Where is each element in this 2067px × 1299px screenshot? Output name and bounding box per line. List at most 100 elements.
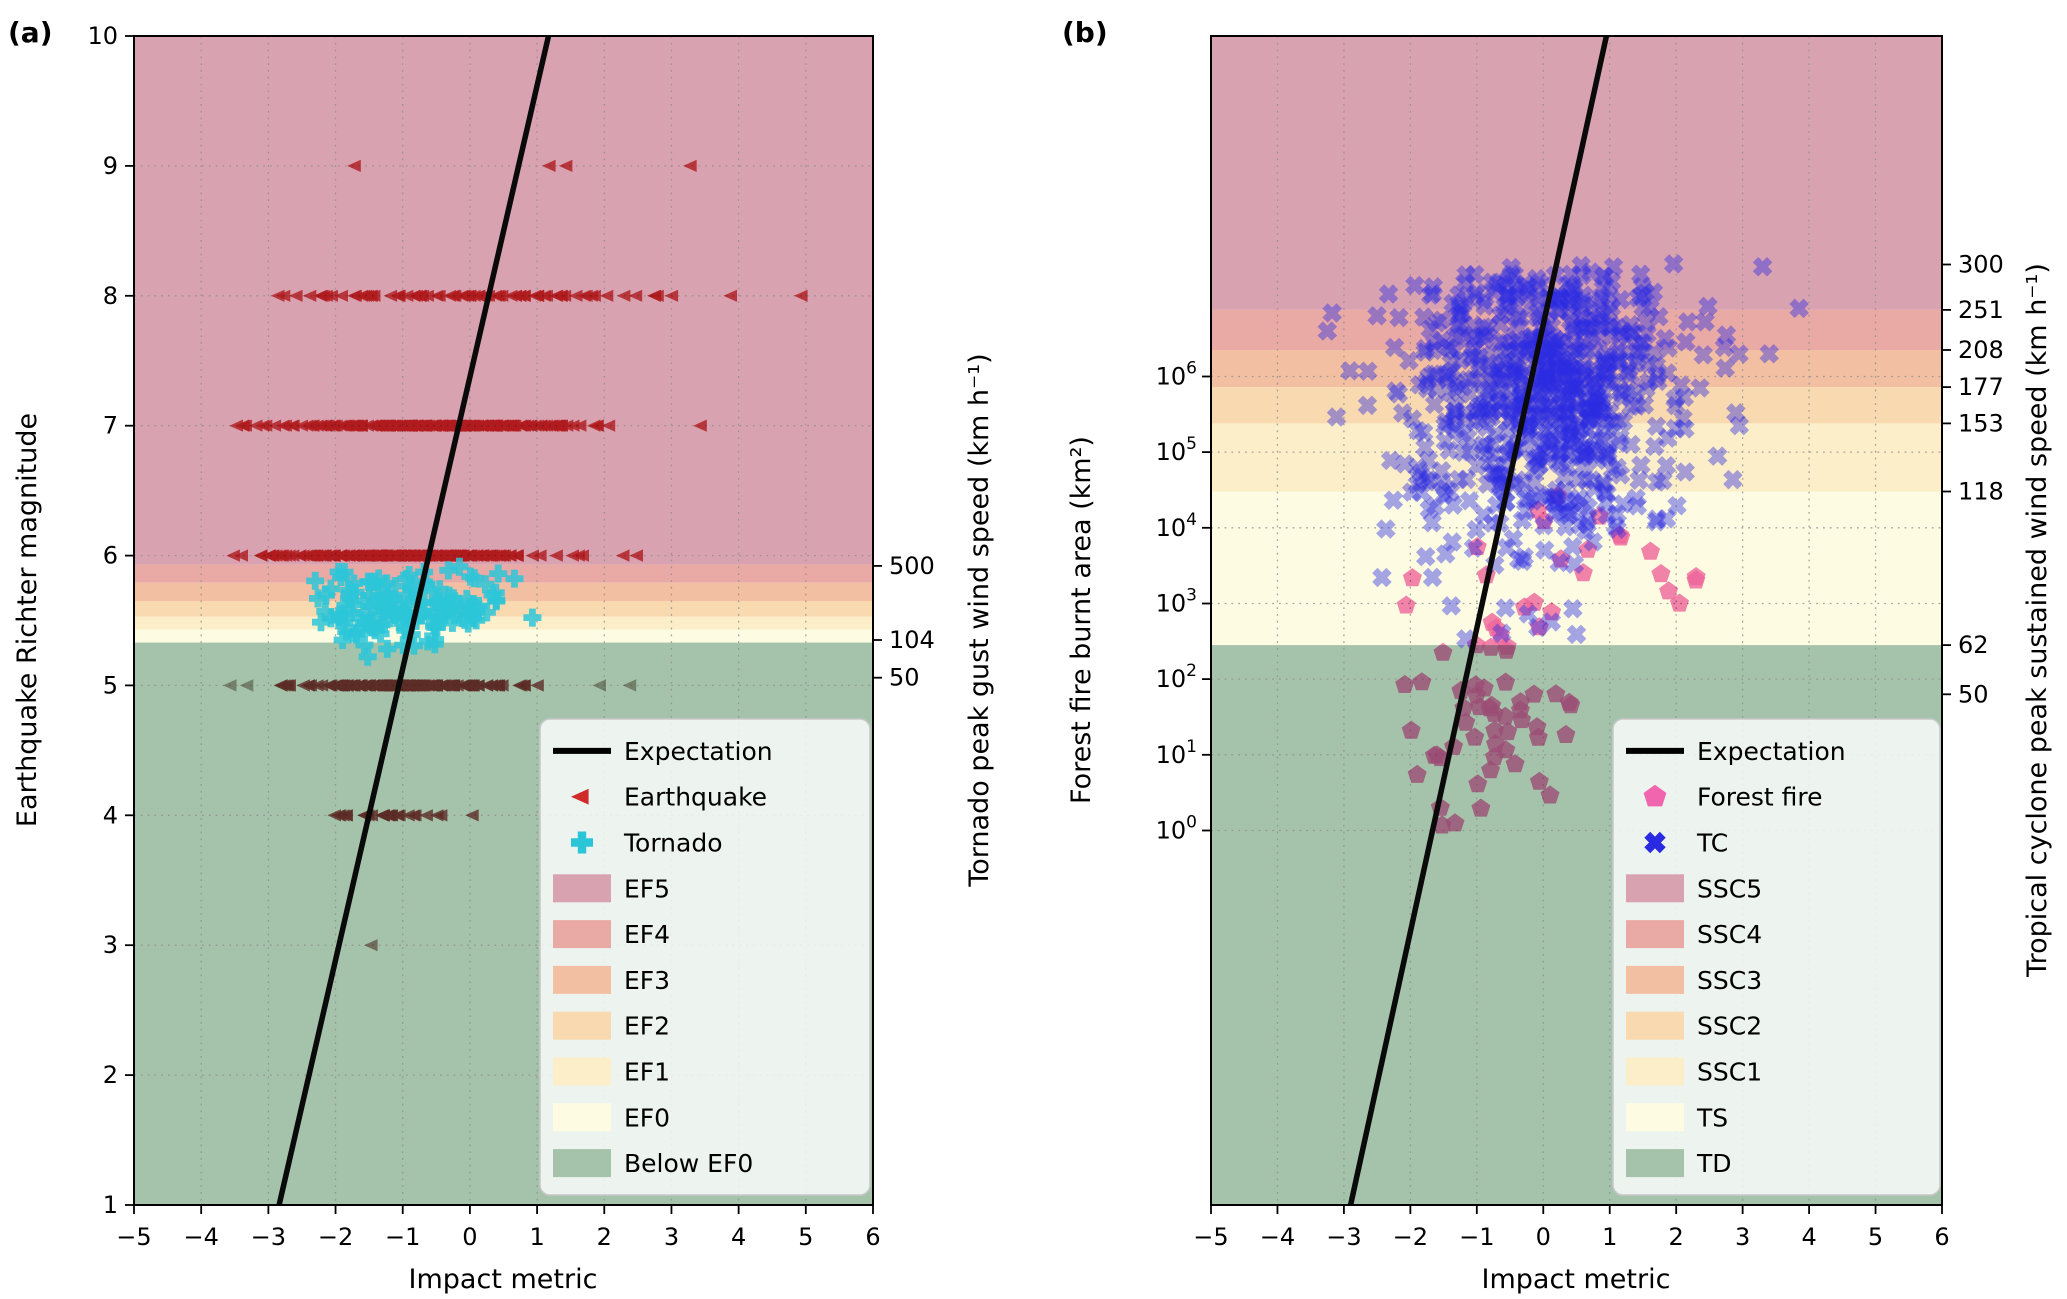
earthquake-point bbox=[276, 289, 291, 302]
x-tick-label: 3 bbox=[664, 1223, 679, 1251]
tc-point bbox=[1610, 351, 1630, 372]
earthquake-point bbox=[794, 289, 808, 302]
tc-point bbox=[1599, 373, 1620, 393]
tc-point bbox=[1676, 332, 1696, 352]
tc-point bbox=[1678, 312, 1698, 332]
tc-point bbox=[1555, 480, 1576, 500]
tornado-point bbox=[396, 621, 415, 640]
legend-entry-ssc5: SSC5 bbox=[1626, 874, 1762, 903]
earthquake-point bbox=[466, 679, 480, 692]
tc-point bbox=[1454, 324, 1474, 344]
x-tick-label: −5 bbox=[1193, 1223, 1228, 1251]
tc-point bbox=[1545, 487, 1565, 508]
tc-point bbox=[1656, 509, 1677, 529]
earthquake-point bbox=[539, 289, 553, 302]
tc-point bbox=[1484, 367, 1504, 388]
tc-point bbox=[1442, 532, 1462, 552]
tc-point bbox=[1610, 381, 1630, 402]
x-tick-label: 5 bbox=[798, 1223, 813, 1251]
tornado-point bbox=[523, 608, 542, 627]
tc-point bbox=[1591, 403, 1611, 423]
tc-point bbox=[1466, 329, 1486, 349]
legend-entry-expectation: Expectation bbox=[553, 737, 773, 766]
tc-point bbox=[1637, 324, 1657, 344]
x-tick-label: 6 bbox=[1934, 1223, 1949, 1251]
tc-point bbox=[1633, 333, 1653, 353]
tc-point bbox=[1565, 376, 1585, 397]
y-tick-label-log: 104 bbox=[1156, 510, 1197, 542]
tc-point bbox=[1551, 332, 1571, 352]
earthquake-point bbox=[367, 679, 381, 692]
tc-point bbox=[1599, 354, 1619, 374]
tc-point bbox=[1475, 393, 1496, 413]
legend-label: SSC2 bbox=[1697, 1012, 1762, 1041]
earthquake-point bbox=[628, 289, 643, 302]
tornado-point bbox=[332, 568, 350, 586]
tc-point bbox=[1631, 332, 1651, 353]
tc-point bbox=[1459, 491, 1480, 511]
tc-point bbox=[1523, 292, 1543, 312]
forest-fire-point bbox=[1511, 692, 1530, 711]
legend-label: Forest fire bbox=[1697, 783, 1823, 812]
x-tick-label: 6 bbox=[865, 1223, 880, 1251]
tornado-point bbox=[317, 586, 335, 605]
legend-swatch-earthquake bbox=[571, 788, 589, 805]
tc-point bbox=[1564, 278, 1584, 298]
tc-point bbox=[1707, 446, 1728, 466]
tc-point bbox=[1627, 496, 1648, 516]
tc-point bbox=[1496, 341, 1517, 361]
tc-point bbox=[1508, 286, 1528, 307]
tc-point bbox=[1509, 309, 1530, 330]
tc-point bbox=[1629, 470, 1649, 490]
tornado-point bbox=[355, 636, 374, 654]
earthquake-point bbox=[273, 679, 288, 692]
tornado-point bbox=[337, 622, 356, 641]
legend-label: EF1 bbox=[624, 1058, 670, 1087]
tc-point bbox=[1533, 388, 1554, 408]
earthquake-point bbox=[462, 549, 477, 562]
tc-point bbox=[1435, 431, 1455, 452]
tc-point bbox=[1546, 358, 1567, 379]
tc-point bbox=[1500, 410, 1521, 430]
tc-point bbox=[1489, 393, 1510, 414]
tc-point bbox=[1695, 312, 1715, 332]
tc-point bbox=[1495, 598, 1516, 618]
tc-point bbox=[1546, 368, 1567, 389]
earthquake-point bbox=[494, 289, 509, 302]
legend-entry-earthquake: Earthquake bbox=[571, 783, 767, 812]
tc-point bbox=[1497, 270, 1518, 291]
panel-a-xlabel: Impact metric bbox=[409, 1264, 598, 1295]
tc-point bbox=[1340, 361, 1360, 381]
tc-point bbox=[1550, 332, 1570, 353]
earthquake-point bbox=[289, 289, 303, 302]
tc-point bbox=[1578, 410, 1599, 430]
earthquake-point bbox=[445, 289, 460, 302]
tc-point bbox=[1467, 456, 1487, 476]
tc-point bbox=[1530, 394, 1551, 415]
tc-point bbox=[1608, 341, 1628, 361]
tc-point bbox=[1482, 272, 1502, 292]
tc-point bbox=[1511, 366, 1531, 386]
tc-point bbox=[1613, 411, 1634, 432]
earthquake-point bbox=[530, 289, 544, 302]
tornado-point bbox=[369, 585, 388, 604]
forest-fire-point bbox=[1471, 798, 1491, 817]
earthquake-point bbox=[629, 549, 643, 562]
tc-point bbox=[1577, 341, 1598, 361]
tc-point bbox=[1602, 412, 1622, 433]
forest-fire-point bbox=[1651, 564, 1671, 583]
y-tick-label: 4 bbox=[103, 801, 118, 829]
tc-point bbox=[1419, 499, 1439, 520]
tc-point bbox=[1577, 391, 1597, 411]
x-tick-label: −1 bbox=[385, 1223, 420, 1251]
x-tick-label: 5 bbox=[1868, 1223, 1883, 1251]
earthquake-point bbox=[587, 289, 601, 302]
band-ssc4 bbox=[1211, 309, 1942, 350]
tc-point bbox=[1497, 537, 1517, 558]
tc-point bbox=[1544, 493, 1565, 513]
earthquake-point bbox=[647, 289, 662, 302]
tc-point bbox=[1611, 388, 1632, 408]
tc-point bbox=[1466, 519, 1486, 540]
tc-point bbox=[1581, 400, 1601, 420]
x-tick-label: 1 bbox=[529, 1223, 544, 1251]
